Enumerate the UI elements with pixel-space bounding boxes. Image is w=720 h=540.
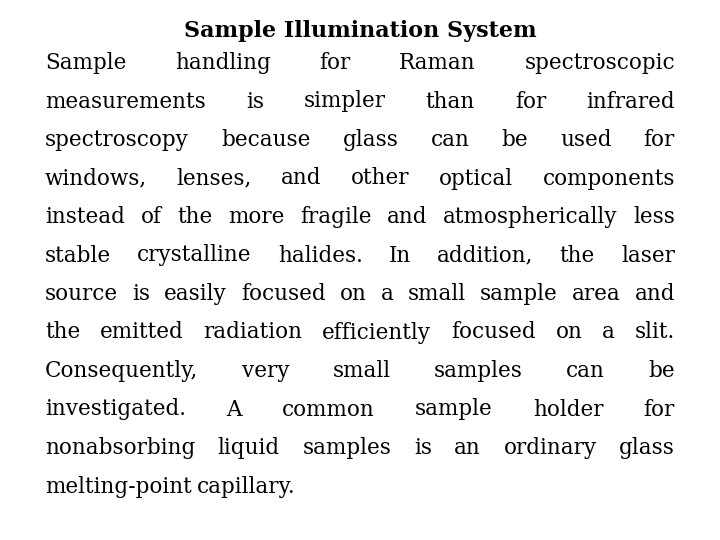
Text: glass: glass <box>343 129 398 151</box>
Text: samples: samples <box>434 360 523 382</box>
Text: handling: handling <box>175 52 271 74</box>
Text: is: is <box>132 283 150 305</box>
Text: can: can <box>566 360 605 382</box>
Text: for: for <box>644 399 675 421</box>
Text: used: used <box>560 129 612 151</box>
Text: A: A <box>226 399 242 421</box>
Text: small: small <box>333 360 390 382</box>
Text: the: the <box>559 245 595 267</box>
Text: focused: focused <box>451 321 536 343</box>
Text: because: because <box>221 129 310 151</box>
Text: less: less <box>633 206 675 228</box>
Text: Consequently,: Consequently, <box>45 360 198 382</box>
Text: slit.: slit. <box>635 321 675 343</box>
Text: source: source <box>45 283 118 305</box>
Text: instead: instead <box>45 206 125 228</box>
Text: windows,: windows, <box>45 167 147 190</box>
Text: addition,: addition, <box>437 245 534 267</box>
Text: very: very <box>242 360 289 382</box>
Text: melting-point: melting-point <box>45 476 192 497</box>
Text: an: an <box>454 437 481 459</box>
Text: and: and <box>634 283 675 305</box>
Text: emitted: emitted <box>100 321 184 343</box>
Text: radiation: radiation <box>204 321 302 343</box>
Text: liquid: liquid <box>218 437 280 459</box>
Text: the: the <box>177 206 212 228</box>
Text: halides.: halides. <box>278 245 363 267</box>
Text: on: on <box>340 283 366 305</box>
Text: be: be <box>501 129 528 151</box>
Text: optical: optical <box>439 167 513 190</box>
Text: spectroscopy: spectroscopy <box>45 129 189 151</box>
Text: glass: glass <box>619 437 675 459</box>
Text: infrared: infrared <box>586 91 675 112</box>
Text: area: area <box>572 283 621 305</box>
Text: samples: samples <box>302 437 392 459</box>
Text: and: and <box>282 167 322 190</box>
Text: of: of <box>140 206 161 228</box>
Text: common: common <box>282 399 374 421</box>
Text: efficiently: efficiently <box>323 321 431 343</box>
Text: crystalline: crystalline <box>138 245 252 267</box>
Text: holder: holder <box>533 399 603 421</box>
Text: investigated.: investigated. <box>45 399 186 421</box>
Text: spectroscopic: spectroscopic <box>524 52 675 74</box>
Text: can: can <box>431 129 469 151</box>
Text: In: In <box>389 245 411 267</box>
Text: Sample Illumination System: Sample Illumination System <box>184 20 536 42</box>
Text: nonabsorbing: nonabsorbing <box>45 437 195 459</box>
Text: than: than <box>426 91 475 112</box>
Text: for: for <box>515 91 546 112</box>
Text: small: small <box>408 283 466 305</box>
Text: easily: easily <box>164 283 227 305</box>
Text: a: a <box>381 283 394 305</box>
Text: simpler: simpler <box>304 91 386 112</box>
Text: the: the <box>45 321 80 343</box>
Text: Raman: Raman <box>399 52 476 74</box>
Text: focused: focused <box>241 283 325 305</box>
Text: components: components <box>542 167 675 190</box>
Text: laser: laser <box>621 245 675 267</box>
Text: measurements: measurements <box>45 91 206 112</box>
Text: Sample: Sample <box>45 52 127 74</box>
Text: on: on <box>555 321 582 343</box>
Text: sample: sample <box>480 283 557 305</box>
Text: and: and <box>387 206 428 228</box>
Text: fragile: fragile <box>300 206 372 228</box>
Text: ordinary: ordinary <box>503 437 597 459</box>
Text: lenses,: lenses, <box>176 167 252 190</box>
Text: other: other <box>351 167 410 190</box>
Text: be: be <box>649 360 675 382</box>
Text: capillary.: capillary. <box>197 476 295 497</box>
Text: for: for <box>644 129 675 151</box>
Text: a: a <box>602 321 615 343</box>
Text: atmospherically: atmospherically <box>443 206 618 228</box>
Text: stable: stable <box>45 245 111 267</box>
Text: is: is <box>414 437 432 459</box>
Text: sample: sample <box>415 399 492 421</box>
Text: for: for <box>320 52 351 74</box>
Text: more: more <box>228 206 284 228</box>
Text: is: is <box>246 91 264 112</box>
